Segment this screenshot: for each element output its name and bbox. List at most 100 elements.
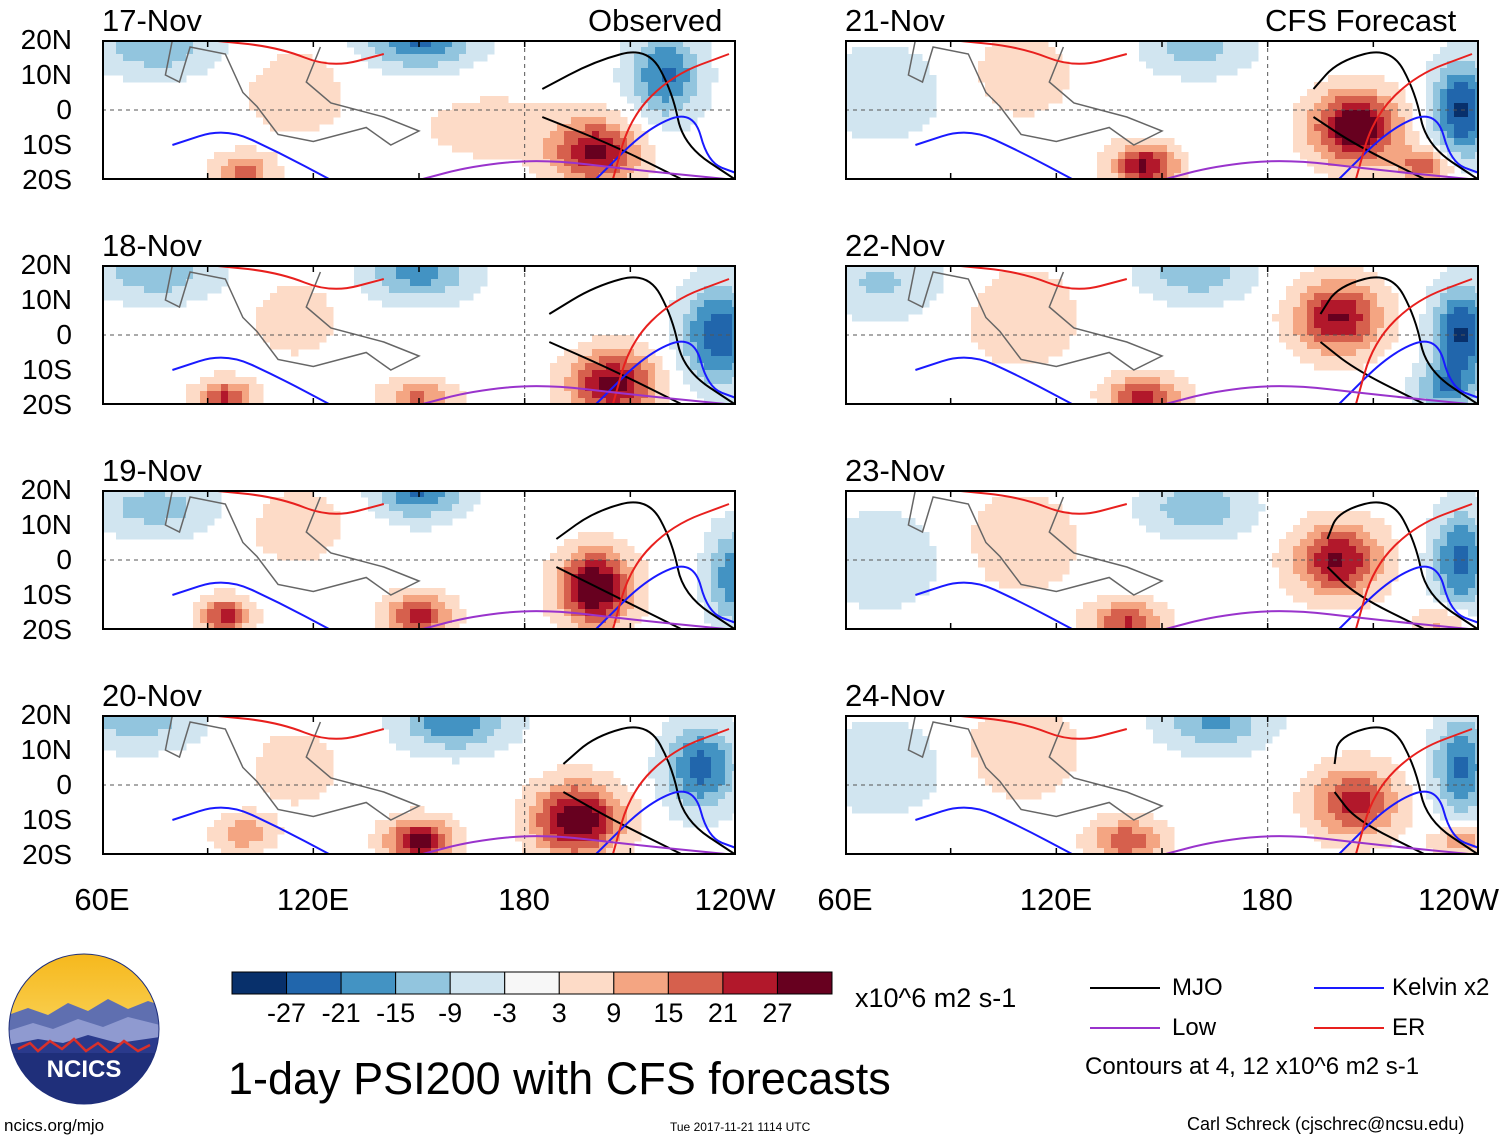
anomaly-cell: [725, 518, 733, 526]
anomaly-cell: [172, 511, 180, 519]
anomaly-cell: [445, 715, 453, 723]
anomaly-cell: [634, 173, 642, 180]
anomaly-cell: [417, 490, 425, 498]
anomaly-cell: [564, 391, 572, 399]
anomaly-cell: [452, 300, 460, 308]
anomaly-cell: [228, 834, 236, 842]
anomaly-cell: [277, 328, 285, 336]
anomaly-cell: [690, 785, 698, 793]
anomaly-cell: [641, 391, 649, 399]
anomaly-cell: [1006, 321, 1014, 329]
anomaly-cell: [312, 743, 320, 751]
anomaly-cell: [585, 616, 593, 624]
anomaly-cell: [1328, 89, 1336, 97]
anomaly-cell: [641, 342, 649, 350]
anomaly-cell: [880, 560, 888, 568]
anomaly-cell: [214, 504, 222, 512]
anomaly-cell: [319, 764, 327, 772]
anomaly-cell: [354, 272, 362, 280]
anomaly-cell: [1342, 166, 1350, 174]
anomaly-cell: [690, 750, 698, 758]
anomaly-cell: [480, 138, 488, 146]
anomaly-cell: [578, 595, 586, 603]
anomaly-cell: [256, 525, 264, 533]
anomaly-cell: [922, 89, 930, 97]
anomaly-cell: [1195, 54, 1203, 62]
anomaly-cell: [585, 138, 593, 146]
anomaly-cell: [424, 54, 432, 62]
anomaly-cell: [599, 574, 607, 582]
anomaly-cell: [284, 321, 292, 329]
anomaly-cell: [389, 61, 397, 69]
anomaly-cell: [1027, 314, 1035, 322]
anomaly-cell: [697, 293, 705, 301]
anomaly-cell: [424, 743, 432, 751]
anomaly-cell: [578, 553, 586, 561]
anomaly-cell: [1034, 300, 1042, 308]
anomaly-cell: [725, 771, 733, 779]
anomaly-cell: [291, 553, 299, 561]
anomaly-cell: [578, 363, 586, 371]
anomaly-cell: [585, 581, 593, 589]
anomaly-cell: [1244, 279, 1252, 287]
anomaly-cell: [564, 588, 572, 596]
anomaly-cell: [1048, 539, 1056, 547]
anomaly-cell: [1300, 293, 1308, 301]
anomaly-cell: [634, 813, 642, 821]
anomaly-cell: [1013, 314, 1021, 322]
anomaly-cell: [158, 265, 166, 273]
anomaly-cell: [578, 623, 586, 630]
anomaly-cell: [704, 61, 712, 69]
anomaly-cell: [908, 61, 916, 69]
anomaly-cell: [922, 110, 930, 118]
anomaly-cell: [179, 497, 187, 505]
anomaly-cell: [873, 131, 881, 139]
anomaly-cell: [655, 82, 663, 90]
anomaly-cell: [1181, 293, 1189, 301]
anomaly-cell: [978, 335, 986, 343]
anomaly-cell: [270, 504, 278, 512]
anomaly-cell: [1419, 356, 1427, 364]
anomaly-cell: [221, 820, 229, 828]
anomaly-cell: [137, 279, 145, 287]
anomaly-cell: [431, 813, 439, 821]
anomaly-cell: [662, 377, 670, 385]
anomaly-cell: [130, 743, 138, 751]
anomaly-cell: [473, 272, 481, 280]
anomaly-cell: [1027, 525, 1035, 533]
anomaly-cell: [915, 567, 923, 575]
anomaly-cell: [1286, 328, 1294, 336]
anomaly-cell: [1363, 82, 1371, 90]
anomaly-cell: [1139, 370, 1147, 378]
anomaly-cell: [873, 89, 881, 97]
anomaly-cell: [1433, 110, 1441, 118]
anomaly-cell: [1356, 279, 1364, 287]
anomaly-cell: [522, 152, 530, 160]
anomaly-cell: [242, 616, 250, 624]
anomaly-cell: [557, 602, 565, 610]
anomaly-cell: [529, 778, 537, 786]
anomaly-cell: [1041, 342, 1049, 350]
anomaly-cell: [697, 110, 705, 118]
anomaly-cell: [648, 398, 656, 405]
anomaly-cell: [277, 764, 285, 772]
anomaly-cell: [585, 574, 593, 582]
anomaly-cell: [704, 349, 712, 357]
anomaly-cell: [1426, 145, 1434, 153]
anomaly-cell: [1181, 68, 1189, 76]
anomaly-cell: [1139, 152, 1147, 160]
anomaly-cell: [690, 384, 698, 392]
anomaly-cell: [676, 736, 684, 744]
anomaly-cell: [999, 272, 1007, 280]
anomaly-cell: [1349, 356, 1357, 364]
anomaly-cell: [186, 722, 194, 730]
anomaly-cell: [1048, 342, 1056, 350]
anomaly-cell: [256, 848, 264, 855]
anomaly-cell: [312, 736, 320, 744]
anomaly-cell: [263, 110, 271, 118]
anomaly-cell: [529, 145, 537, 153]
anomaly-cell: [1426, 61, 1434, 69]
anomaly-cell: [1160, 61, 1168, 69]
anomaly-cell: [137, 490, 145, 498]
anomaly-cell: [683, 743, 691, 751]
